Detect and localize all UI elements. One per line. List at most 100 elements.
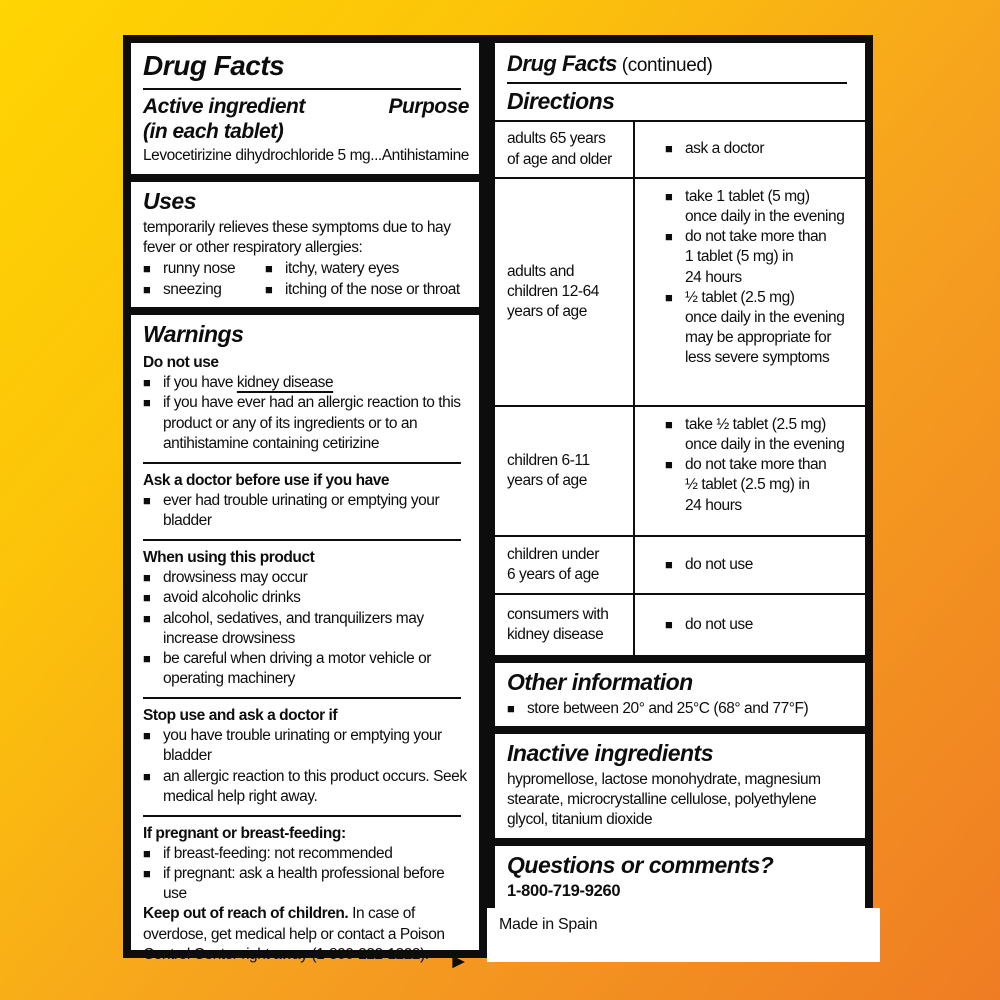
drug-facts-continued-suffix: (continued) — [616, 55, 713, 76]
list-item: ½ tablet (2.5 mg) once daily in the even… — [665, 288, 861, 369]
directions-table: adults 65 years of age and older ask a d… — [495, 120, 865, 655]
section-separator — [131, 307, 479, 316]
section-warnings: Warnings Do not use if you have kidney d… — [131, 315, 479, 980]
instructions-cell: ask a doctor — [635, 122, 865, 177]
bullet-icon — [143, 373, 163, 393]
bullet-icon — [665, 455, 685, 515]
list-item: if pregnant: ask a health professional b… — [143, 864, 469, 904]
age-group-cell: children under 6 years of age — [495, 537, 635, 593]
warnings-do-not-use: Do not use if you have kidney disease if… — [143, 351, 469, 457]
divider — [143, 697, 461, 700]
section-separator — [495, 726, 865, 735]
list-item: ever had trouble urinating or emptying y… — [143, 491, 469, 531]
list-item: sneezing — [143, 280, 261, 300]
active-ingredient-subheading: (in each tablet) — [143, 120, 284, 144]
table-row: adults 65 years of age and older ask a d… — [495, 122, 865, 177]
directions-title: Directions — [507, 88, 615, 114]
warning-text: if you have — [163, 374, 237, 392]
active-ingredient-heading-row: Active ingredient Purpose — [143, 94, 469, 119]
list-item: drowsiness may occur — [143, 568, 469, 588]
bullet-icon — [143, 864, 163, 904]
drug-facts-panel-right: Drug Facts (continued) Directions adults… — [487, 35, 873, 918]
subsection-heading: Stop use and ask a doctor if — [143, 707, 338, 725]
continued-arrow-icon: ► — [448, 949, 469, 973]
section-inactive-ingredients: Inactive ingredients hypromellose, lacto… — [495, 734, 865, 837]
section-questions: Questions or comments? 1-800-719-9260 — [495, 846, 865, 910]
section-separator — [495, 655, 865, 663]
keep-out-text: In case of overdose, get medical help or… — [143, 905, 445, 963]
bullet-icon — [665, 288, 685, 369]
bullet-icon — [143, 280, 163, 300]
section-separator — [131, 173, 479, 182]
divider — [143, 814, 461, 817]
made-in-text: Made in Spain — [499, 916, 598, 933]
bullet-icon — [665, 227, 685, 287]
bullet-icon — [143, 649, 163, 689]
subsection-heading: If pregnant or breast-feeding: — [143, 824, 346, 842]
divider — [143, 539, 461, 542]
section-uses: Uses temporarily relieves these symptoms… — [131, 182, 479, 308]
inactive-ingredients-list: hypromellose, lactose monohydrate, magne… — [507, 771, 821, 829]
list-item: runny nose — [143, 259, 261, 279]
section-directions-header: Drug Facts (continued) Directions — [495, 43, 865, 120]
list-item: do not take more than 1 tablet (5 mg) in… — [665, 227, 861, 287]
bullet-icon — [665, 615, 685, 635]
list-item: if you have kidney disease — [143, 373, 469, 393]
instructions-cell: take ½ tablet (2.5 mg) once daily in the… — [635, 407, 865, 535]
table-row: children 6-11 years of age take ½ tablet… — [495, 405, 865, 535]
other-information-title: Other information — [507, 669, 693, 695]
section-other-information: Other information store between 20° and … — [495, 663, 865, 726]
age-group-cell: adults 65 years of age and older — [495, 122, 635, 177]
warnings-title: Warnings — [143, 321, 244, 348]
bullet-icon — [143, 726, 163, 766]
list-item: if you have ever had an allergic reactio… — [143, 393, 469, 453]
active-ingredient-heading: Active ingredient — [143, 95, 305, 118]
divider — [143, 88, 461, 90]
list-item: itching of the nose or throat — [265, 280, 469, 300]
instructions-cell: do not use — [635, 595, 865, 655]
divider — [143, 461, 461, 464]
list-item: itchy, watery eyes — [265, 259, 469, 279]
ingredient-line: Levocetirizine dihydrochloride 5 mg...An… — [143, 147, 469, 165]
age-group-cell: consumers with kidney disease — [495, 595, 635, 655]
bullet-icon — [665, 415, 685, 455]
list-item: ask a doctor — [665, 139, 861, 159]
uses-symptom-list: runny nose itchy, watery eyes sneezing i… — [143, 259, 469, 300]
list-item: alcohol, sedatives, and tranquilizers ma… — [143, 609, 469, 649]
bullet-icon — [143, 568, 163, 588]
list-item: take ½ tablet (2.5 mg) once daily in the… — [665, 415, 861, 455]
drug-facts-panel-left: Drug Facts Active ingredient Purpose (in… — [123, 35, 487, 972]
bullet-icon — [143, 393, 163, 453]
table-row: consumers with kidney disease do not use — [495, 593, 865, 655]
bullet-icon — [143, 767, 163, 807]
bullet-icon — [143, 844, 163, 864]
drug-facts-continued-title: Drug Facts (continued) — [507, 48, 855, 79]
warnings-pregnancy: If pregnant or breast-feeding: if breast… — [143, 822, 469, 968]
divider — [507, 82, 847, 84]
bullet-icon — [143, 259, 163, 279]
drug-facts-title: Drug Facts — [143, 50, 285, 81]
section-active-ingredient: Drug Facts Active ingredient Purpose (in… — [131, 43, 479, 174]
uses-title: Uses — [143, 187, 196, 214]
bullet-icon — [143, 588, 163, 608]
keep-out-heading: Keep out of reach of children. — [143, 905, 349, 923]
bullet-icon — [143, 609, 163, 649]
section-separator — [495, 837, 865, 846]
drug-facts-continued-bold: Drug Facts — [507, 51, 617, 76]
list-item: do not take more than ½ tablet (2.5 mg) … — [665, 455, 861, 515]
age-group-cell: children 6-11 years of age — [495, 407, 635, 535]
instructions-cell: do not use — [635, 537, 865, 593]
age-group-cell: adults and children 12-64 years of age — [495, 179, 635, 405]
list-item: take 1 tablet (5 mg) once daily in the e… — [665, 187, 861, 227]
subsection-heading: Ask a doctor before use if you have — [143, 471, 390, 489]
list-item: store between 20° and 25°C (68° and 77°F… — [507, 699, 855, 719]
bullet-icon — [507, 699, 527, 719]
bullet-icon — [143, 491, 163, 531]
table-row: children under 6 years of age do not use — [495, 535, 865, 593]
uses-intro: temporarily relieves these symptoms due … — [143, 218, 451, 256]
bullet-icon — [665, 555, 685, 575]
phone-number: 1-800-719-9260 — [507, 881, 621, 900]
table-row: adults and children 12-64 years of age t… — [495, 177, 865, 405]
list-item: if breast-feeding: not recommended — [143, 844, 469, 864]
warnings-ask-doctor: Ask a doctor before use if you have ever… — [143, 469, 469, 534]
